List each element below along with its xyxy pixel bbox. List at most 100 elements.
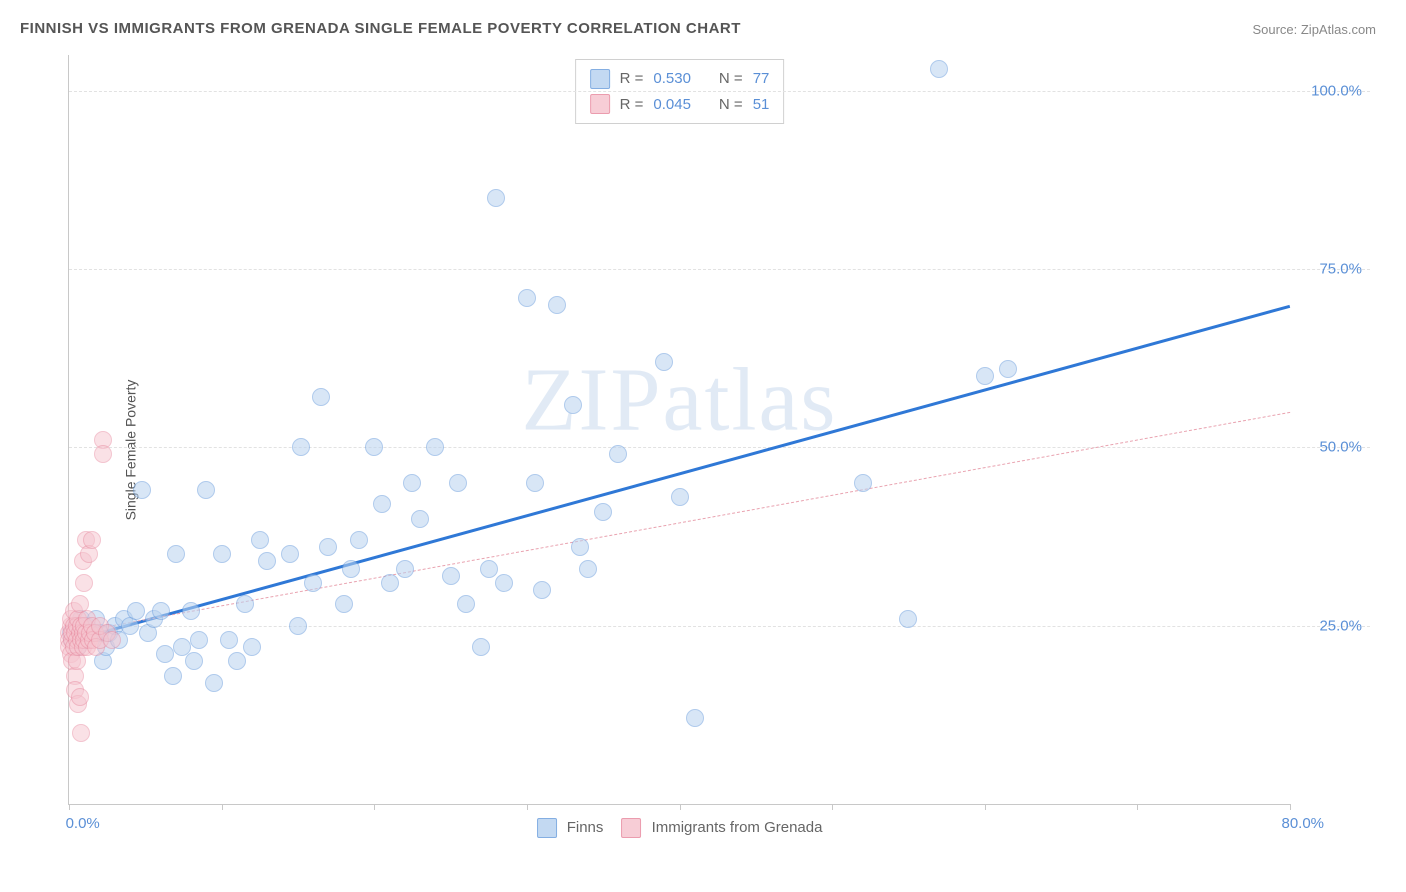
data-point: [533, 581, 551, 599]
x-tick-label: 80.0%: [1281, 815, 1324, 832]
data-point: [289, 617, 307, 635]
gridline-horizontal: [69, 626, 1370, 627]
data-point: [72, 724, 90, 742]
y-tick-label: 75.0%: [1319, 261, 1362, 278]
data-point: [220, 631, 238, 649]
data-point: [292, 438, 310, 456]
legend-swatch-grenada: [590, 94, 610, 114]
data-point: [342, 560, 360, 578]
data-point: [403, 474, 421, 492]
data-point: [190, 631, 208, 649]
data-point: [899, 610, 917, 628]
gridline-horizontal: [69, 91, 1370, 92]
data-point: [594, 503, 612, 521]
data-point: [133, 481, 151, 499]
trend-line: [69, 305, 1291, 643]
data-point: [426, 438, 444, 456]
data-point: [571, 538, 589, 556]
data-point: [999, 360, 1017, 378]
data-point: [152, 602, 170, 620]
data-point: [228, 652, 246, 670]
data-point: [472, 638, 490, 656]
chart-title: FINNISH VS IMMIGRANTS FROM GRENADA SINGL…: [20, 20, 741, 37]
y-tick-label: 50.0%: [1319, 439, 1362, 456]
data-point: [71, 688, 89, 706]
x-tick-mark: [69, 804, 70, 810]
legend-r-label: R =: [620, 66, 644, 92]
data-point: [94, 445, 112, 463]
legend-item-grenada: Immigrants from Grenada: [621, 818, 822, 838]
legend-n-label: N =: [719, 92, 743, 118]
data-point: [156, 645, 174, 663]
data-point: [205, 674, 223, 692]
legend-swatch-finns: [537, 818, 557, 838]
legend-r-value-grenada: 0.045: [653, 92, 691, 118]
data-point: [976, 367, 994, 385]
y-tick-label: 100.0%: [1311, 82, 1362, 99]
data-point: [495, 574, 513, 592]
data-point: [449, 474, 467, 492]
data-point: [258, 552, 276, 570]
data-point: [442, 567, 460, 585]
data-point: [164, 667, 182, 685]
legend-item-finns: Finns: [537, 818, 604, 838]
data-point: [213, 545, 231, 563]
data-point: [480, 560, 498, 578]
gridline-horizontal: [69, 269, 1370, 270]
x-tick-mark: [374, 804, 375, 810]
data-point: [350, 531, 368, 549]
data-point: [655, 353, 673, 371]
data-point: [548, 296, 566, 314]
data-point: [236, 595, 254, 613]
data-point: [83, 531, 101, 549]
data-point: [854, 474, 872, 492]
legend-r-value-finns: 0.530: [653, 66, 691, 92]
data-point: [930, 60, 948, 78]
data-point: [671, 488, 689, 506]
x-tick-mark: [832, 804, 833, 810]
y-tick-label: 25.0%: [1319, 617, 1362, 634]
x-tick-mark: [1137, 804, 1138, 810]
x-tick-mark: [1290, 804, 1291, 810]
data-point: [686, 709, 704, 727]
data-point: [103, 631, 121, 649]
data-point: [197, 481, 215, 499]
legend-r-label: R =: [620, 92, 644, 118]
legend-n-value-grenada: 51: [753, 92, 770, 118]
data-point: [396, 560, 414, 578]
data-point: [75, 574, 93, 592]
legend-n-label: N =: [719, 66, 743, 92]
gridline-horizontal: [69, 447, 1370, 448]
data-point: [457, 595, 475, 613]
data-point: [335, 595, 353, 613]
data-point: [373, 495, 391, 513]
x-tick-label: 0.0%: [66, 815, 100, 832]
legend-swatch-grenada: [621, 818, 641, 838]
x-tick-mark: [680, 804, 681, 810]
data-point: [526, 474, 544, 492]
legend-swatch-finns: [590, 69, 610, 89]
plot-region: ZIPatlas R = 0.530 N = 77 R = 0.045 N = …: [68, 55, 1290, 805]
data-point: [304, 574, 322, 592]
data-point: [564, 396, 582, 414]
legend-series: Finns Immigrants from Grenada: [537, 818, 823, 838]
legend-n-value-finns: 77: [753, 66, 770, 92]
data-point: [251, 531, 269, 549]
legend-label-finns: Finns: [567, 819, 604, 836]
data-point: [609, 445, 627, 463]
data-point: [411, 510, 429, 528]
data-point: [182, 602, 200, 620]
x-tick-mark: [985, 804, 986, 810]
data-point: [281, 545, 299, 563]
legend-row-grenada: R = 0.045 N = 51: [590, 92, 770, 118]
data-point: [381, 574, 399, 592]
legend-label-grenada: Immigrants from Grenada: [652, 819, 823, 836]
data-point: [518, 289, 536, 307]
data-point: [365, 438, 383, 456]
data-point: [579, 560, 597, 578]
data-point: [185, 652, 203, 670]
data-point: [127, 602, 145, 620]
x-tick-mark: [222, 804, 223, 810]
data-point: [487, 189, 505, 207]
data-point: [243, 638, 261, 656]
